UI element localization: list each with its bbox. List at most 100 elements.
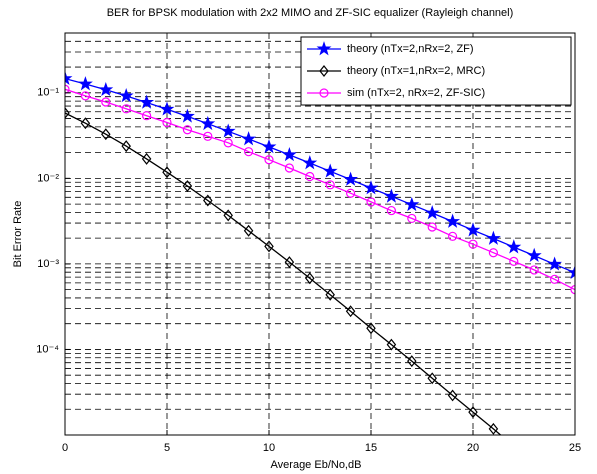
x-tick-label: 20 bbox=[467, 442, 479, 454]
marker bbox=[162, 166, 172, 179]
marker bbox=[121, 104, 131, 114]
marker bbox=[468, 239, 478, 249]
marker bbox=[121, 140, 131, 153]
marker bbox=[506, 239, 522, 254]
marker bbox=[424, 205, 440, 220]
marker bbox=[529, 265, 539, 275]
marker bbox=[468, 406, 478, 419]
marker bbox=[141, 152, 152, 165]
marker bbox=[80, 117, 91, 130]
y-tick-label: 10⁻³ bbox=[37, 258, 59, 270]
y-tick-label: 10⁻⁴ bbox=[36, 343, 59, 355]
marker bbox=[223, 138, 233, 148]
y-axis-label: Bit Error Rate bbox=[12, 201, 24, 268]
marker bbox=[223, 209, 233, 222]
marker bbox=[65, 70, 73, 85]
marker bbox=[203, 131, 213, 141]
marker bbox=[118, 88, 134, 103]
marker bbox=[220, 123, 236, 138]
marker bbox=[200, 115, 216, 131]
marker bbox=[139, 94, 155, 109]
marker bbox=[322, 163, 338, 178]
marker bbox=[346, 188, 356, 198]
marker bbox=[264, 155, 274, 165]
marker bbox=[261, 139, 277, 154]
marker bbox=[319, 88, 329, 98]
marker bbox=[264, 240, 274, 253]
marker bbox=[325, 180, 335, 190]
grid bbox=[64, 33, 576, 435]
x-tick-label: 25 bbox=[569, 442, 581, 454]
marker bbox=[567, 264, 575, 279]
series-line bbox=[65, 88, 575, 291]
legend-label: theory (nTx=1,nRx=2, MRC) bbox=[347, 65, 485, 77]
marker bbox=[284, 256, 295, 269]
legend-box bbox=[300, 36, 572, 106]
marker bbox=[302, 155, 318, 170]
marker bbox=[325, 288, 335, 301]
marker bbox=[509, 256, 519, 266]
marker bbox=[510, 441, 518, 451]
marker bbox=[383, 188, 399, 203]
marker bbox=[98, 81, 114, 97]
marker bbox=[407, 355, 417, 368]
marker bbox=[427, 372, 437, 385]
marker bbox=[77, 76, 93, 91]
marker bbox=[427, 222, 437, 232]
marker bbox=[363, 180, 379, 195]
marker bbox=[182, 180, 193, 193]
x-axis-label: Average Eb/No,dB bbox=[271, 459, 362, 471]
marker bbox=[65, 84, 70, 94]
marker bbox=[305, 272, 315, 285]
marker bbox=[241, 131, 257, 146]
x-tick-label: 15 bbox=[365, 442, 377, 454]
plot-frame bbox=[64, 32, 576, 436]
marker bbox=[182, 125, 192, 135]
marker bbox=[65, 107, 70, 119]
x-tick-label: 5 bbox=[164, 442, 170, 454]
marker bbox=[445, 213, 461, 228]
legend: theory (nTx=2,nRx=2, ZF) theory (nTx=1,nR… bbox=[300, 36, 572, 106]
marker bbox=[547, 256, 563, 271]
plot-area bbox=[65, 70, 575, 451]
marker bbox=[465, 222, 481, 237]
marker bbox=[386, 338, 397, 351]
marker bbox=[281, 147, 297, 162]
series-line bbox=[65, 112, 502, 435]
marker bbox=[404, 196, 420, 212]
marker bbox=[485, 230, 501, 245]
y-tick-label: 10⁻² bbox=[37, 172, 59, 184]
marker bbox=[366, 197, 376, 207]
marker bbox=[159, 101, 175, 116]
marker bbox=[244, 147, 254, 157]
marker bbox=[447, 389, 458, 402]
marker bbox=[162, 117, 172, 128]
legend-label: sim (nTx=2, nRx=2, ZF-SIC) bbox=[347, 87, 485, 99]
marker bbox=[203, 194, 213, 207]
marker bbox=[345, 305, 356, 318]
y-tick-label: 10⁻¹ bbox=[37, 87, 59, 99]
marker bbox=[284, 163, 294, 173]
x-tick-label: 10 bbox=[263, 442, 275, 454]
marker bbox=[343, 171, 359, 186]
marker bbox=[316, 41, 332, 56]
legend-label: theory (nTx=2,nRx=2, ZF) bbox=[347, 43, 474, 55]
marker bbox=[488, 248, 498, 258]
marker bbox=[570, 285, 575, 295]
marker bbox=[305, 171, 315, 182]
marker bbox=[101, 128, 111, 141]
marker bbox=[526, 247, 542, 262]
marker bbox=[80, 91, 91, 101]
marker bbox=[488, 422, 499, 435]
marker bbox=[549, 274, 560, 284]
chart-title: BER for BPSK modulation with 2x2 MIMO an… bbox=[107, 7, 514, 19]
marker bbox=[179, 108, 195, 123]
marker bbox=[366, 322, 376, 335]
x-tick-label: 0 bbox=[62, 442, 68, 454]
marker bbox=[243, 224, 254, 237]
marker bbox=[319, 65, 329, 77]
marker bbox=[407, 213, 417, 224]
marker bbox=[386, 205, 396, 216]
marker bbox=[142, 111, 152, 121]
